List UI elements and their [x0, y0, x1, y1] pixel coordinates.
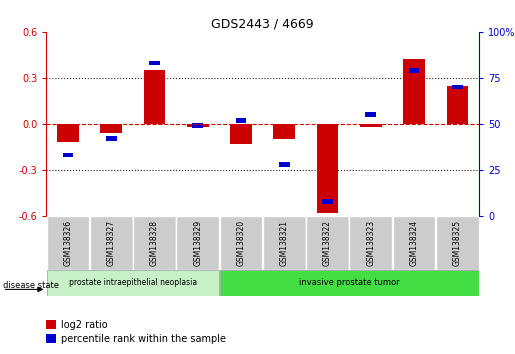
Text: GSM138322: GSM138322	[323, 221, 332, 266]
Title: GDS2443 / 4669: GDS2443 / 4669	[211, 18, 314, 31]
Bar	[219, 217, 263, 270]
Bar	[317, 124, 338, 213]
Bar	[263, 217, 306, 270]
Bar	[133, 217, 176, 270]
Bar	[46, 270, 219, 296]
Text: GSM138320: GSM138320	[236, 220, 246, 267]
Bar	[219, 270, 479, 296]
Text: GSM138326: GSM138326	[63, 220, 73, 267]
Bar	[192, 124, 203, 128]
Bar	[360, 124, 382, 127]
Bar	[279, 162, 289, 167]
Text: GSM138321: GSM138321	[280, 221, 289, 266]
Bar	[149, 61, 160, 65]
Text: GSM138327: GSM138327	[107, 220, 116, 267]
Bar	[62, 153, 73, 158]
Text: GSM138328: GSM138328	[150, 221, 159, 266]
Text: prostate intraepithelial neoplasia: prostate intraepithelial neoplasia	[69, 278, 197, 287]
Text: percentile rank within the sample: percentile rank within the sample	[61, 334, 226, 344]
Bar	[144, 70, 165, 124]
Bar	[349, 217, 392, 270]
Bar	[57, 124, 79, 142]
Bar	[100, 124, 122, 133]
Bar	[403, 59, 425, 124]
Bar	[408, 68, 419, 73]
Text: invasive prostate tumor: invasive prostate tumor	[299, 278, 400, 287]
Bar	[106, 136, 116, 141]
Text: GSM138324: GSM138324	[409, 220, 419, 267]
Bar	[365, 113, 376, 117]
Bar	[176, 217, 219, 270]
Text: GSM138323: GSM138323	[366, 220, 375, 267]
Bar	[392, 217, 436, 270]
Text: GSM138325: GSM138325	[453, 220, 462, 267]
Bar	[306, 217, 349, 270]
Bar	[322, 199, 333, 204]
Bar	[187, 124, 209, 127]
Bar	[447, 86, 468, 124]
Bar	[235, 118, 246, 122]
Bar	[436, 217, 479, 270]
Bar	[90, 217, 133, 270]
Bar	[46, 217, 90, 270]
Text: GSM138329: GSM138329	[193, 220, 202, 267]
Text: log2 ratio: log2 ratio	[61, 320, 108, 330]
Text: disease state: disease state	[3, 281, 59, 290]
Bar	[273, 124, 295, 139]
Bar	[230, 124, 252, 144]
Bar	[452, 85, 462, 89]
